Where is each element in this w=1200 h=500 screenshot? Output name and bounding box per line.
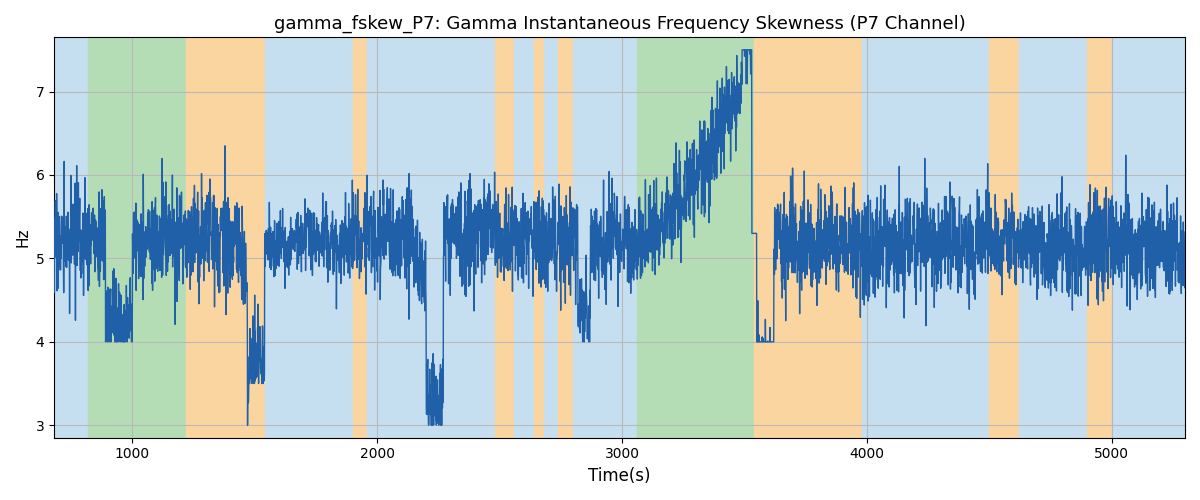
- Bar: [637, 38, 755, 438]
- Bar: [534, 38, 544, 438]
- Y-axis label: Hz: Hz: [16, 228, 30, 248]
- Bar: [862, 38, 989, 438]
- Bar: [494, 38, 515, 438]
- Bar: [574, 38, 637, 438]
- Bar: [1111, 38, 1184, 438]
- Bar: [54, 38, 89, 438]
- Bar: [1087, 38, 1111, 438]
- Bar: [558, 38, 574, 438]
- Bar: [515, 38, 534, 438]
- Bar: [89, 38, 186, 438]
- X-axis label: Time(s): Time(s): [588, 467, 650, 485]
- Bar: [755, 38, 862, 438]
- Bar: [989, 38, 1019, 438]
- Bar: [1019, 38, 1087, 438]
- Bar: [186, 38, 265, 438]
- Bar: [265, 38, 353, 438]
- Bar: [353, 38, 367, 438]
- Title: gamma_fskew_P7: Gamma Instantaneous Frequency Skewness (P7 Channel): gamma_fskew_P7: Gamma Instantaneous Freq…: [274, 15, 966, 34]
- Bar: [544, 38, 558, 438]
- Bar: [367, 38, 494, 438]
